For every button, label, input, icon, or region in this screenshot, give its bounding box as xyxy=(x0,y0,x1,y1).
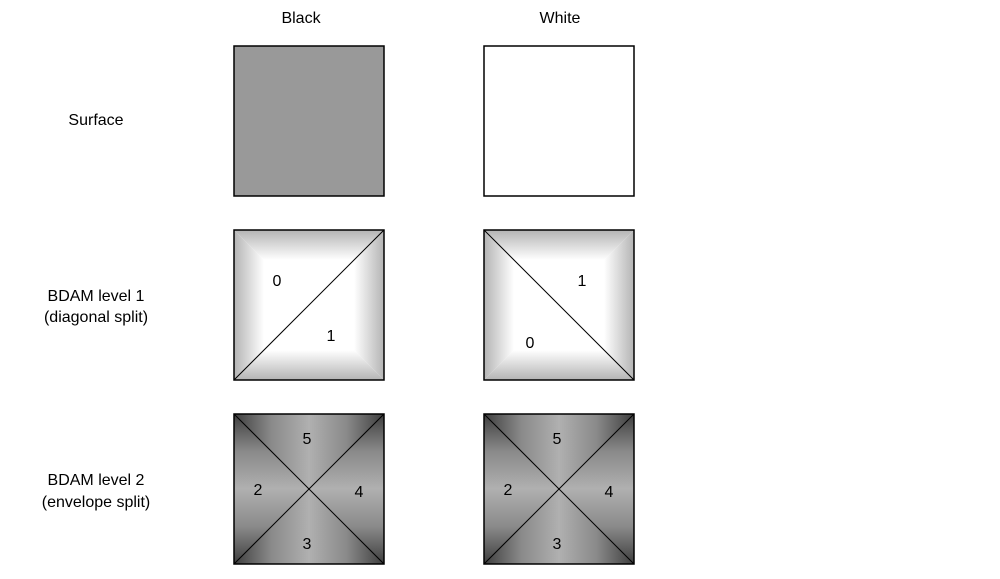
surface-white-tile xyxy=(483,45,635,197)
diagonal-split-line xyxy=(233,229,385,381)
level2-black-tile: 5 2 4 3 xyxy=(233,413,385,565)
surface-black-tile xyxy=(233,45,385,197)
row-label-surface: Surface xyxy=(68,112,123,129)
triangle-label-0: 0 xyxy=(273,273,282,290)
column-header-black: Black xyxy=(281,10,321,27)
triangle-label-3: 3 xyxy=(303,536,312,553)
level1-black-tile: 0 1 xyxy=(233,229,385,381)
triangle-label-1: 1 xyxy=(578,273,587,290)
triangle-label-0: 0 xyxy=(526,335,535,352)
triangle-label-5: 5 xyxy=(303,431,312,448)
triangle-label-2: 2 xyxy=(254,482,263,499)
level1-white-tile: 1 0 xyxy=(483,229,635,381)
row-label-level1-line1: BDAM level 1 xyxy=(48,288,145,305)
triangle-label-4: 4 xyxy=(605,484,614,501)
row-label-level1-line2: (diagonal split) xyxy=(44,309,148,326)
triangle-label-3: 3 xyxy=(553,536,562,553)
triangle-label-5: 5 xyxy=(553,431,562,448)
row-label-level2-line1: BDAM level 2 xyxy=(48,472,145,489)
row-label-level2-line2: (envelope split) xyxy=(42,494,151,511)
level2-white-tile: 5 2 4 3 xyxy=(483,413,635,565)
triangle-label-4: 4 xyxy=(355,484,364,501)
triangle-label-2: 2 xyxy=(504,482,513,499)
column-header-white: White xyxy=(540,10,581,27)
diagonal-split-line xyxy=(483,229,635,381)
triangle-label-1: 1 xyxy=(327,328,336,345)
